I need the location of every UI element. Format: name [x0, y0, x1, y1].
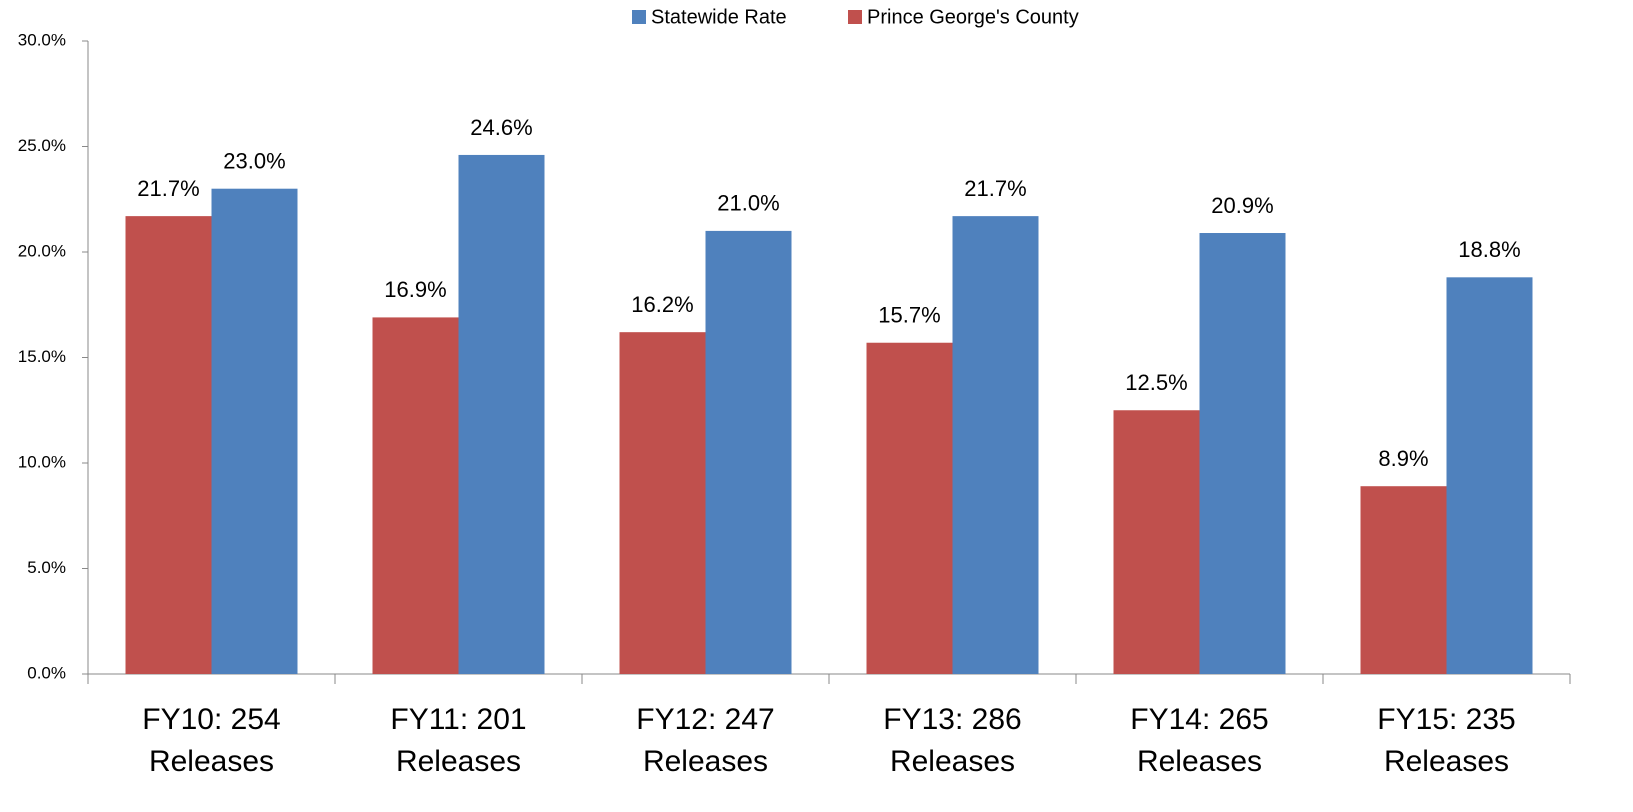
y-tick-label: 30.0% — [18, 30, 66, 49]
value-label: 23.0% — [223, 149, 285, 174]
bar — [705, 230, 792, 674]
y-tick-label: 10.0% — [18, 452, 66, 471]
y-tick-label: 15.0% — [18, 347, 66, 366]
x-tick-label: FY11: 201 Releases — [390, 703, 527, 778]
value-label: 20.9% — [1211, 193, 1273, 218]
bar — [458, 154, 545, 674]
y-tick-label: 20.0% — [18, 241, 66, 260]
bar — [211, 188, 298, 674]
x-tick-label: FY10: 254 Releases — [142, 703, 281, 778]
value-label: 24.6% — [470, 115, 532, 140]
bar — [1360, 486, 1447, 674]
legend-label: Statewide Rate — [651, 6, 787, 28]
y-tick-label: 25.0% — [18, 136, 66, 155]
bar — [952, 216, 1039, 674]
legend-label: Prince George's County — [867, 6, 1079, 28]
x-tick-label: FY13: 286 Releases — [883, 703, 1022, 778]
legend-swatch — [632, 10, 646, 24]
bar — [125, 216, 212, 674]
x-tick-label: FY12: 247 Releases — [636, 703, 775, 778]
bar — [372, 317, 459, 674]
y-tick-label: 0.0% — [27, 663, 66, 682]
value-label: 16.2% — [631, 292, 693, 317]
value-label: 21.7% — [137, 176, 199, 201]
bar — [1113, 410, 1200, 674]
bar — [1199, 233, 1286, 674]
value-label: 18.8% — [1458, 237, 1520, 262]
value-label: 21.7% — [964, 176, 1026, 201]
bar — [619, 332, 706, 674]
legend-swatch — [848, 10, 862, 24]
value-label: 21.0% — [717, 191, 779, 216]
x-tick-label: FY14: 265 Releases — [1130, 703, 1269, 778]
x-tick-label: FY15: 235 Releases — [1377, 703, 1516, 778]
value-label: 15.7% — [878, 303, 940, 328]
bar — [866, 342, 953, 674]
y-tick-label: 5.0% — [27, 558, 66, 577]
value-label: 8.9% — [1378, 446, 1428, 471]
value-label: 16.9% — [384, 277, 446, 302]
value-label: 12.5% — [1125, 370, 1187, 395]
bar — [1446, 277, 1533, 674]
